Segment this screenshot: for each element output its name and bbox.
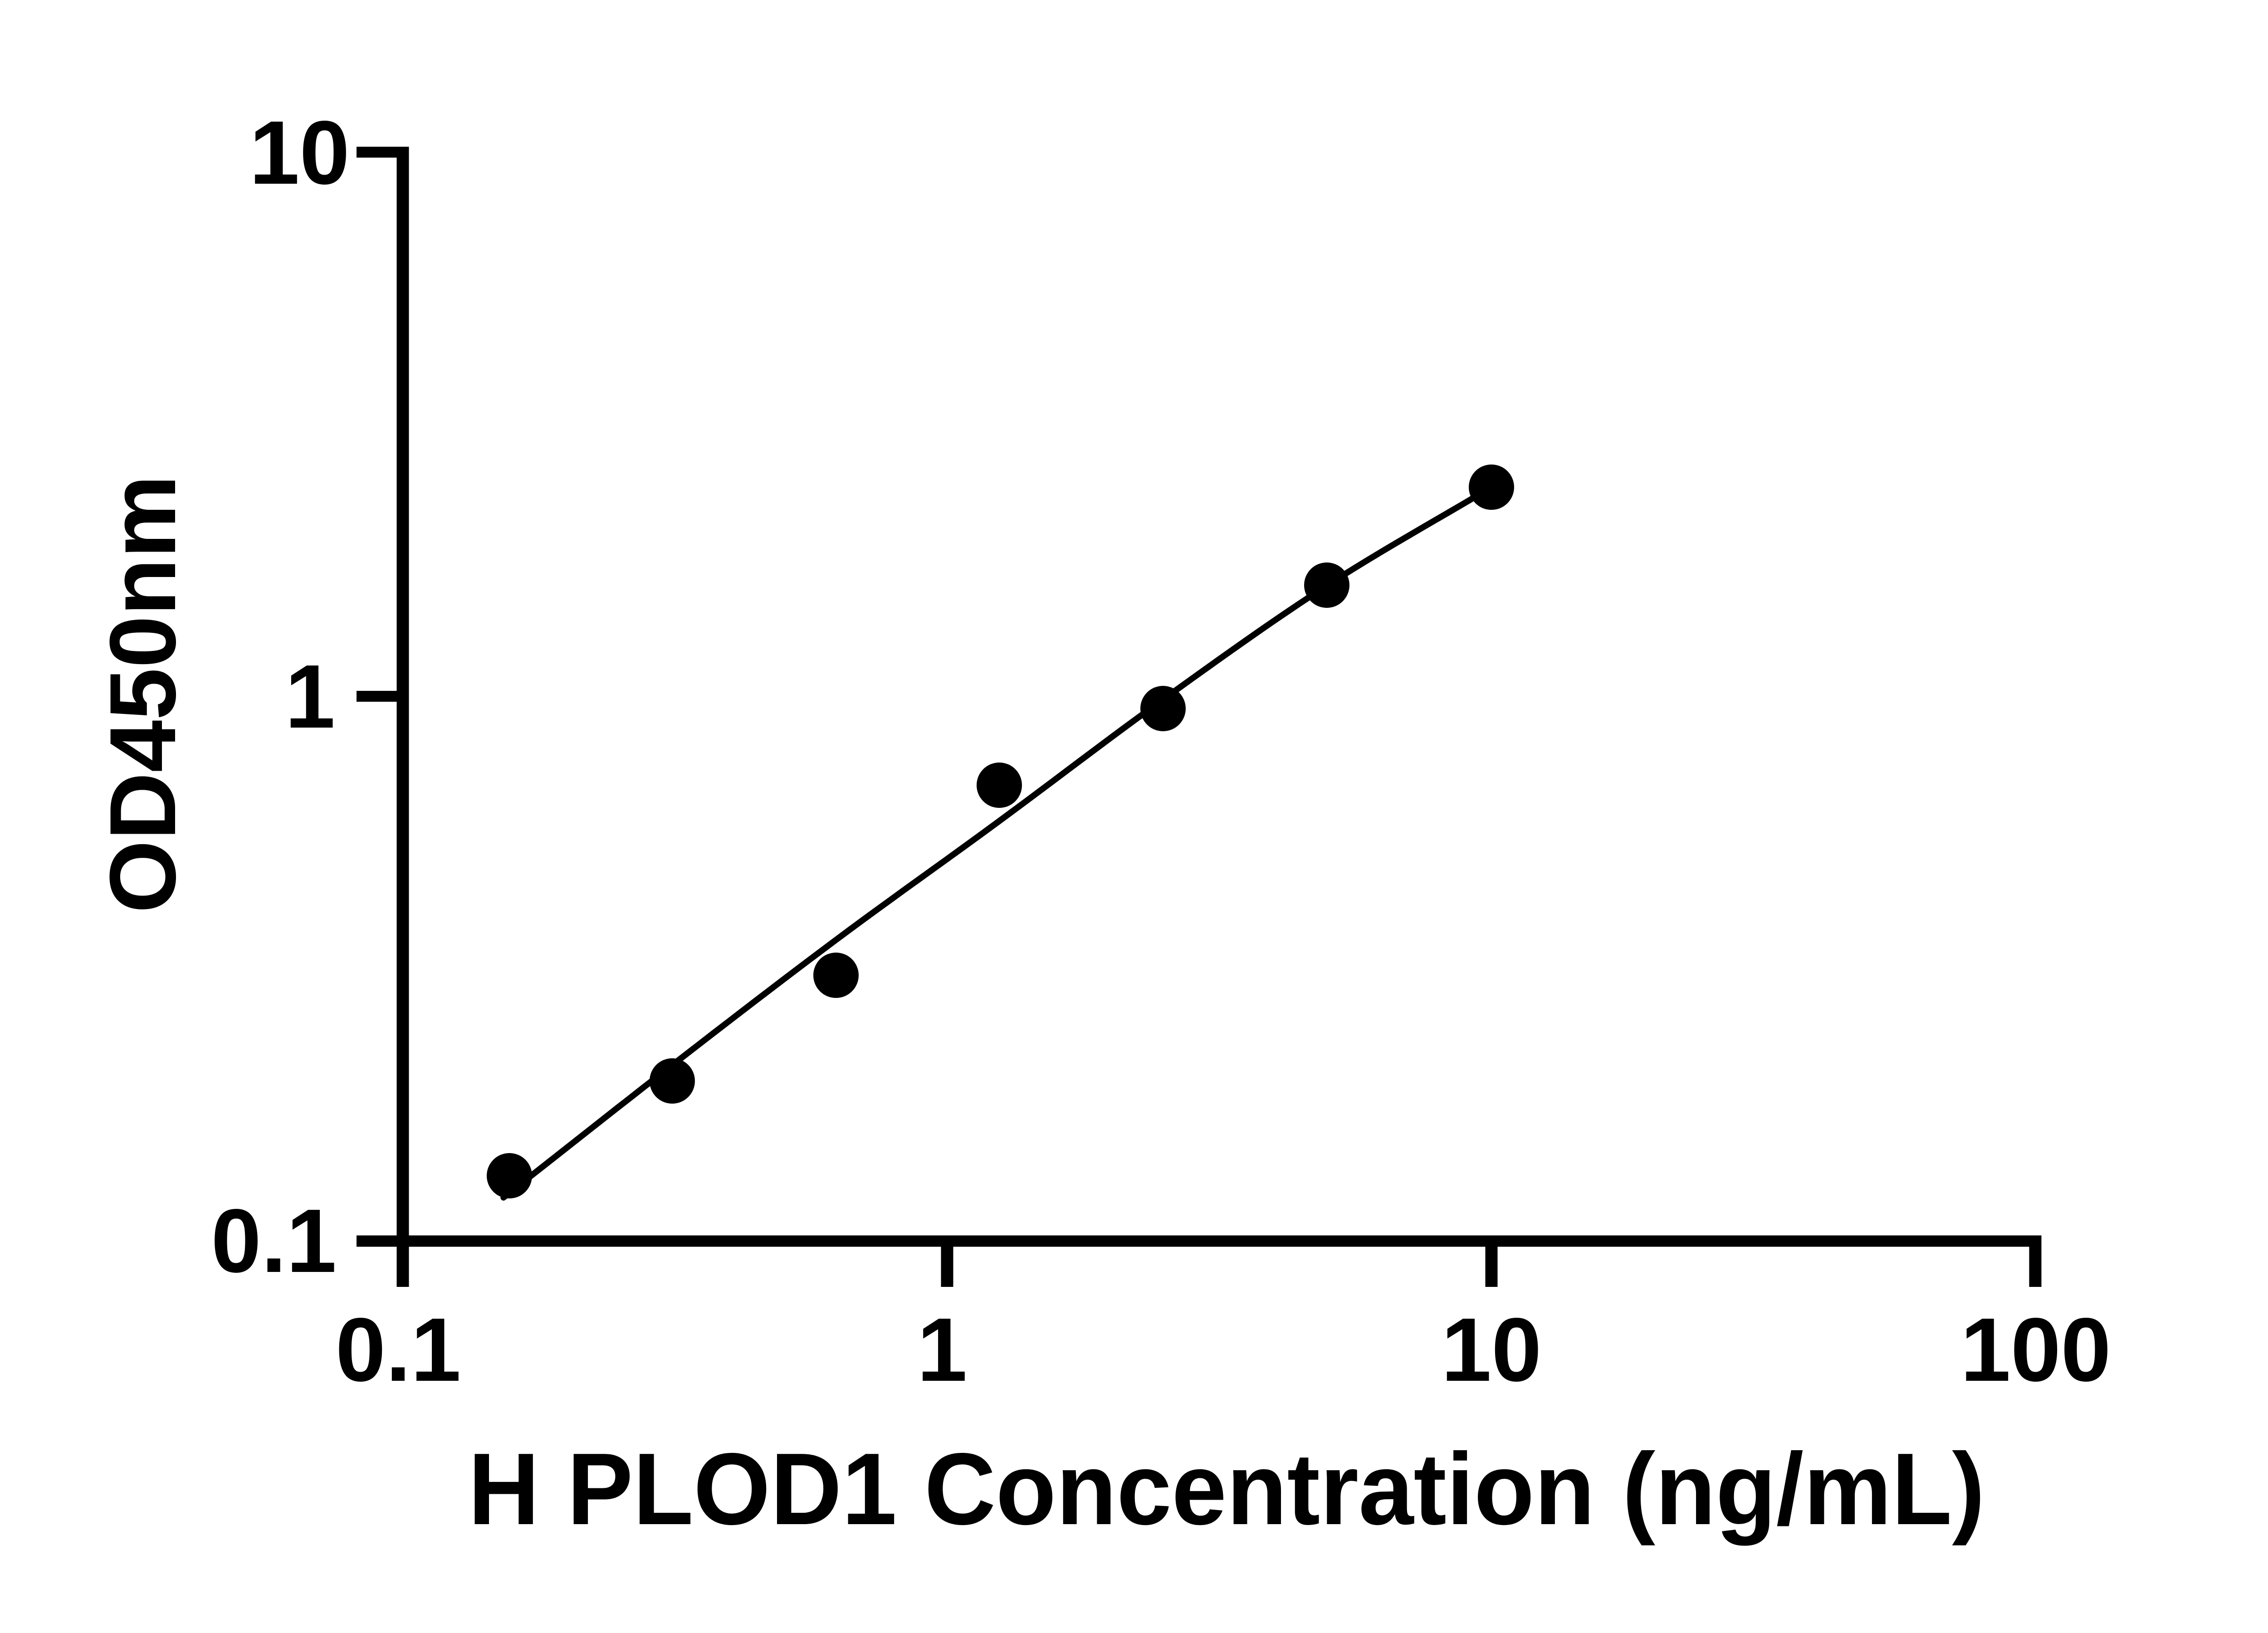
svg-text:1: 1	[285, 646, 335, 747]
svg-text:1: 1	[917, 1300, 968, 1400]
svg-text:100: 100	[1960, 1300, 2111, 1400]
svg-text:10: 10	[249, 103, 350, 203]
svg-text:0.1: 0.1	[336, 1300, 461, 1400]
svg-text:10: 10	[1441, 1300, 1541, 1400]
svg-text:H PLOD1 Concentration (ng/mL): H PLOD1 Concentration (ng/mL)	[468, 1432, 1985, 1546]
svg-text:OD450nm: OD450nm	[90, 475, 195, 913]
svg-text:0.1: 0.1	[211, 1191, 337, 1291]
